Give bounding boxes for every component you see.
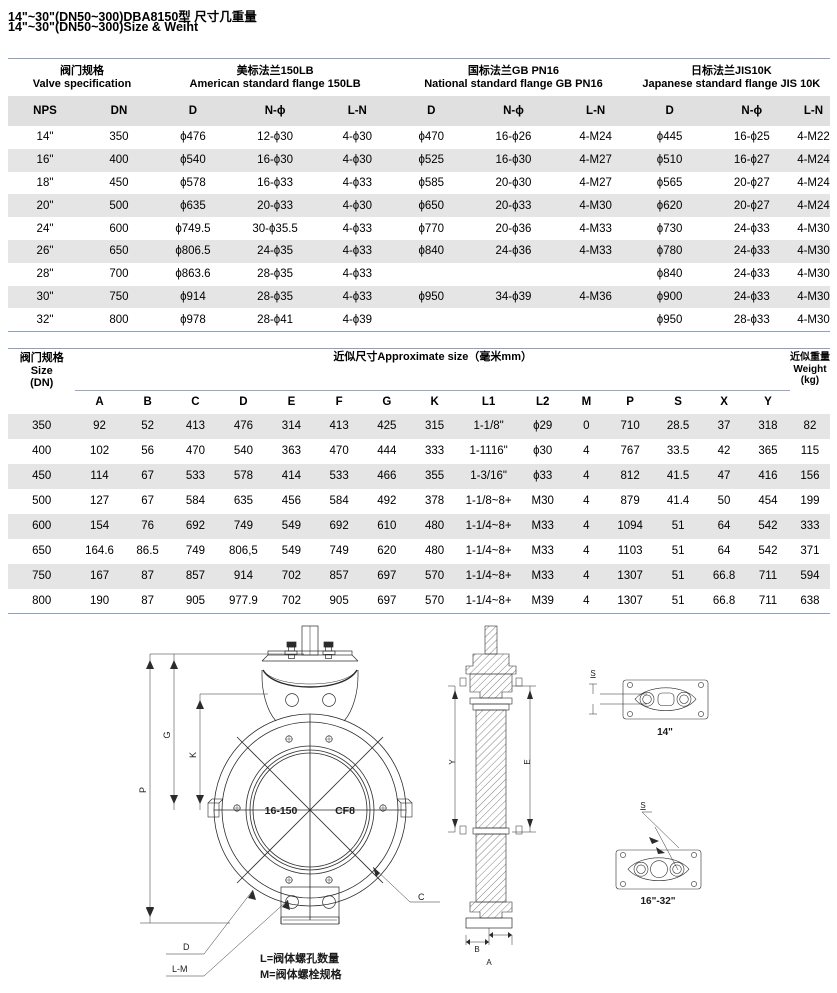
svg-text:Y: Y <box>448 759 457 765</box>
svg-text:CF8: CF8 <box>335 805 355 817</box>
svg-text:M=阀体螺栓规格: M=阀体螺栓规格 <box>260 967 343 981</box>
svg-text:S: S <box>590 669 595 678</box>
svg-text:E: E <box>523 759 532 764</box>
svg-text:L-M: L-M <box>172 964 188 974</box>
svg-text:D: D <box>183 942 190 952</box>
svg-text:C: C <box>418 892 425 902</box>
svg-text:B: B <box>474 945 479 954</box>
svg-text:L=阀体螺孔数量: L=阀体螺孔数量 <box>260 951 339 965</box>
svg-text:S: S <box>640 801 645 810</box>
svg-text:K: K <box>188 752 198 758</box>
svg-text:16-150: 16-150 <box>265 805 298 817</box>
svg-text:A: A <box>486 958 492 967</box>
svg-text:14": 14" <box>657 727 673 738</box>
svg-text:P: P <box>138 787 148 793</box>
svg-text:G: G <box>162 731 172 738</box>
svg-text:16"-32": 16"-32" <box>640 896 675 907</box>
